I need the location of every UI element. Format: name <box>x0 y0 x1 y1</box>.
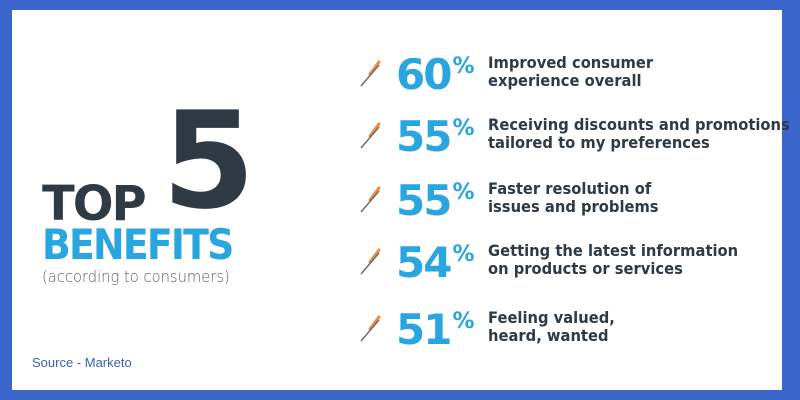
source-caption: Source - Marketo <box>32 355 132 370</box>
benefit-item: 55% Receiving discounts and promotions t… <box>358 112 790 166</box>
headline-benefits: BENEFITS <box>42 220 234 269</box>
benefit-description: Getting the latest information on produc… <box>488 241 739 278</box>
double-slash-icon <box>360 122 381 149</box>
headline-number: 5 <box>162 83 255 239</box>
double-slash-icon <box>360 315 381 342</box>
benefit-description: Improved consumer experience overall <box>488 53 654 90</box>
benefit-item: 60% Improved consumer experience overall <box>358 54 778 104</box>
benefit-percentage: 60% <box>396 50 475 99</box>
double-slash-icon <box>360 186 381 213</box>
benefit-percentage: 55% <box>396 176 475 225</box>
benefit-percentage: 55% <box>396 112 475 161</box>
benefit-item: 51% Feeling valued, heard, wanted <box>358 309 778 359</box>
benefit-description: Feeling valued, heard, wanted <box>488 308 615 345</box>
double-slash-icon <box>360 60 381 87</box>
headline-subtitle: (according to consumers) <box>42 267 230 286</box>
benefit-description: Faster resolution of issues and problems <box>488 179 659 216</box>
benefit-item: 55% Faster resolution of issues and prob… <box>358 180 778 230</box>
benefit-percentage: 54% <box>396 238 475 287</box>
benefit-percentage: 51% <box>396 305 475 354</box>
double-slash-icon <box>360 248 381 275</box>
benefit-description: Receiving discounts and promotions tailo… <box>488 115 790 152</box>
infographic-canvas: TOP 5 BENEFITS (according to consumers) … <box>12 10 790 390</box>
benefit-item: 54% Getting the latest information on pr… <box>358 242 778 292</box>
headline-top: TOP <box>42 176 147 232</box>
